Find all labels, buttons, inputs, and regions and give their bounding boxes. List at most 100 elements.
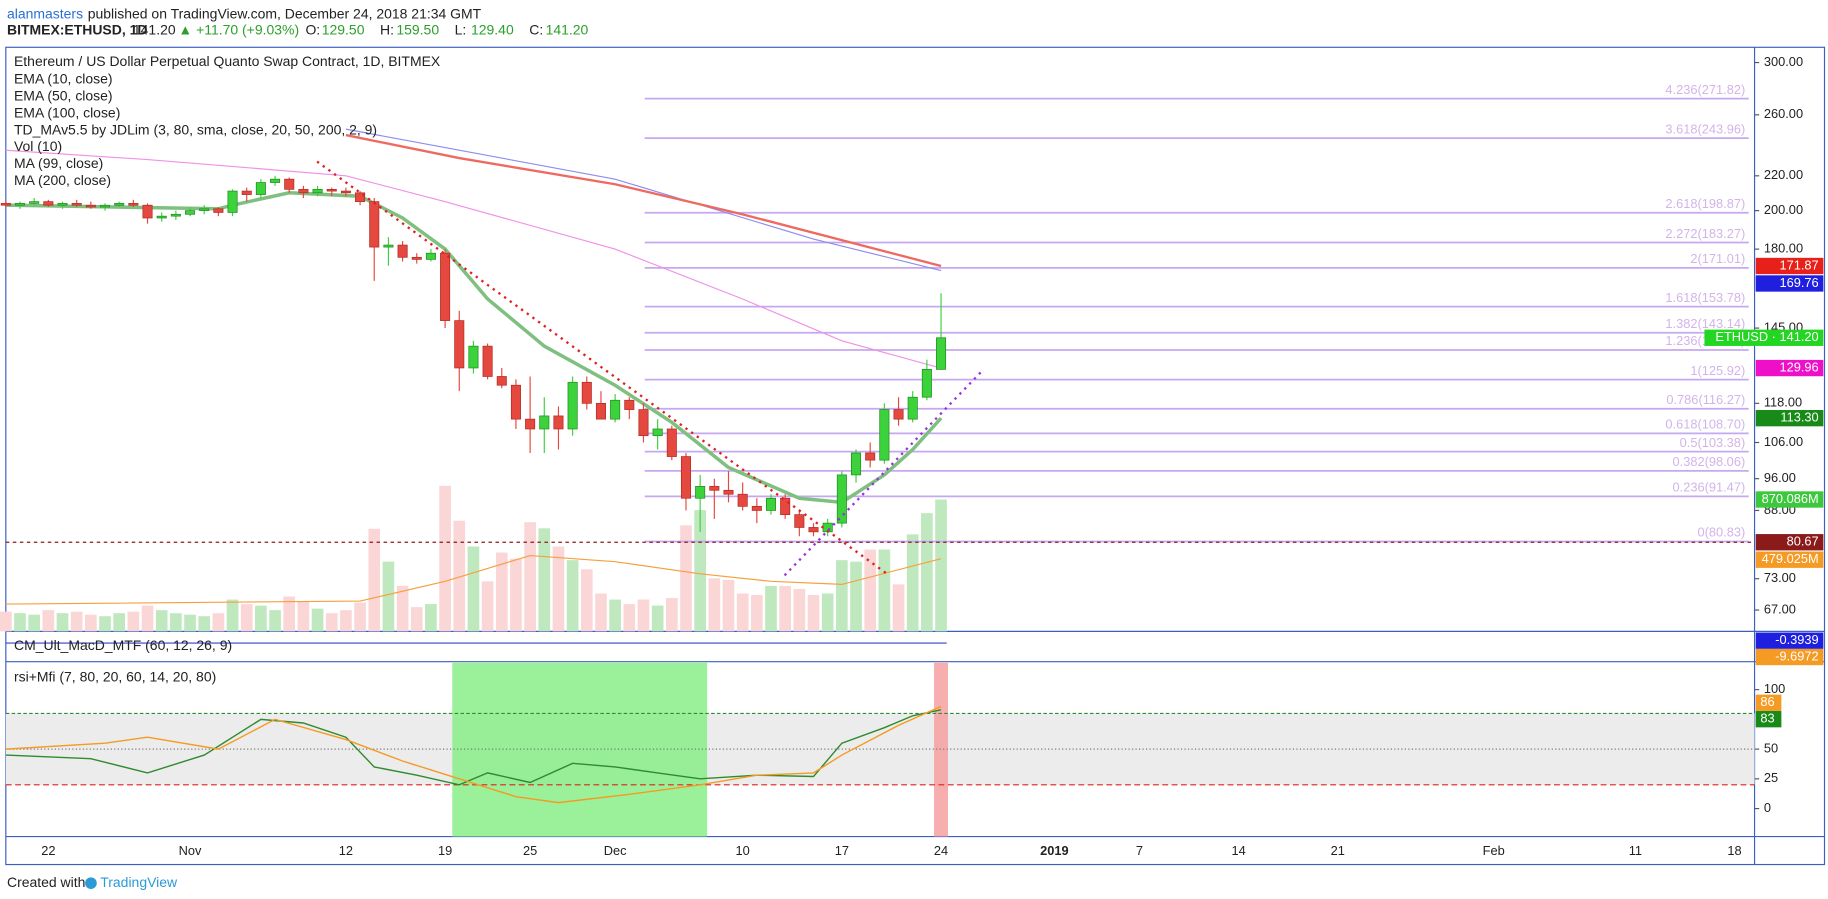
volume-bar	[240, 604, 253, 632]
y-tick-label: 118.00	[1764, 395, 1802, 410]
candle-body	[312, 189, 323, 194]
volume-bar	[269, 610, 281, 632]
indicator-line	[345, 128, 942, 272]
volume-bar	[28, 614, 40, 632]
price-tag	[1755, 534, 1824, 551]
volume-bar	[708, 578, 721, 632]
y-tick-label: 73.00	[1764, 570, 1796, 585]
y-tick-label: 200.00	[1764, 202, 1803, 217]
candle-body	[482, 345, 493, 377]
volume-bar	[283, 596, 296, 632]
price-tag	[1704, 329, 1824, 346]
price-tag	[1755, 551, 1824, 568]
candle-body	[680, 456, 691, 499]
x-tick-label: Nov	[179, 843, 202, 858]
candle-body	[737, 493, 748, 507]
rsi-tag-label: 83	[1760, 711, 1774, 726]
volume-bar	[170, 613, 182, 632]
candle-body	[227, 190, 238, 213]
candle-body	[525, 418, 536, 430]
ohlc-label: C:	[529, 22, 543, 38]
volume-bar	[552, 546, 565, 632]
volume-bar	[212, 613, 225, 632]
volume-bar	[821, 593, 834, 632]
price-tag-label: 80.67	[1787, 534, 1819, 549]
price-tag	[1755, 275, 1824, 292]
candle-body	[610, 399, 621, 420]
fib-label: 0.618(108.70)	[1665, 417, 1745, 432]
indicator-label: TD_MAv5.5 by JDLim (3, 80, sma, close, 2…	[14, 121, 377, 137]
rsi-tick-label: 0	[1764, 800, 1771, 815]
price-tag	[1755, 257, 1824, 275]
price-tag-label: 171.87	[1779, 257, 1818, 272]
macd-tag	[1755, 648, 1824, 666]
rsi-tick-label: 100	[1764, 681, 1785, 696]
volume-bar	[736, 593, 749, 632]
candle-body	[468, 345, 479, 369]
x-tick-label: 18	[1727, 843, 1741, 858]
fib-label: 0.382(98.06)	[1673, 454, 1746, 469]
candle-body	[921, 369, 932, 398]
rsi-title: rsi+Mfi (7, 80, 20, 60, 14, 20, 80)	[14, 669, 216, 685]
volume-bar	[694, 510, 706, 632]
indicator-label: EMA (50, close)	[14, 88, 113, 104]
price-tag-label: 479.025M	[1762, 551, 1819, 566]
candle-body	[71, 203, 82, 206]
candle-body	[765, 497, 777, 511]
author[interactable]: alanmasters	[7, 5, 83, 21]
volume-bar	[495, 552, 508, 632]
volume-bar	[793, 588, 806, 632]
fib-label: 1.618(153.78)	[1665, 290, 1745, 305]
volume-bar	[453, 520, 466, 632]
volume-bar	[680, 525, 692, 632]
candle-body	[553, 415, 564, 430]
volume-bar	[99, 616, 111, 632]
candle-body	[581, 381, 592, 404]
candle-body	[638, 409, 649, 437]
volume-bar	[467, 546, 480, 632]
x-tick-label: 7	[1136, 843, 1143, 858]
candle-body	[425, 252, 436, 260]
volume-bar	[85, 614, 97, 632]
volume-bar	[538, 528, 551, 632]
ohlc-value: 159.50	[396, 22, 439, 38]
chart-title: Ethereum / US Dollar Perpetual Quanto Sw…	[14, 53, 441, 69]
y-tick-label: 96.00	[1764, 470, 1796, 485]
candle-body	[851, 452, 862, 476]
ohlc-label: L:	[455, 22, 467, 38]
volume-bar	[609, 599, 621, 632]
x-tick-label: Dec	[604, 843, 627, 858]
candle-body	[326, 189, 337, 192]
volume-bar	[595, 593, 607, 632]
volume-bar	[410, 607, 423, 632]
volume-bar	[935, 499, 947, 632]
price-tag-label: 129.96	[1779, 359, 1818, 374]
candle-body	[595, 402, 606, 420]
fib-label: 0.5(103.38)	[1680, 435, 1746, 450]
candle-body	[114, 203, 125, 206]
volume-bar	[0, 611, 12, 632]
candle-body	[128, 203, 139, 206]
candle-body	[14, 203, 26, 206]
candle-body	[907, 396, 918, 420]
candle-body	[156, 215, 167, 219]
volume-bar	[382, 561, 395, 632]
volume-bar	[921, 513, 933, 632]
volume-bar	[311, 608, 324, 632]
candle-body	[270, 178, 281, 183]
candle-body	[893, 409, 904, 420]
y-tick-label: 67.00	[1764, 601, 1796, 616]
volume-bar	[14, 613, 26, 632]
chart-frame	[5, 46, 1826, 866]
volume-bar	[42, 610, 55, 632]
indicator-line	[345, 133, 942, 268]
volume-bar	[127, 611, 140, 632]
candle-body	[624, 399, 635, 410]
candle-body	[255, 182, 266, 195]
published: published on TradingView.com, December 2…	[88, 5, 482, 21]
volume-bar	[510, 558, 522, 632]
footer-brand[interactable]: TradingView	[100, 874, 178, 890]
candle-body	[723, 489, 734, 495]
volume-bar	[255, 605, 267, 632]
